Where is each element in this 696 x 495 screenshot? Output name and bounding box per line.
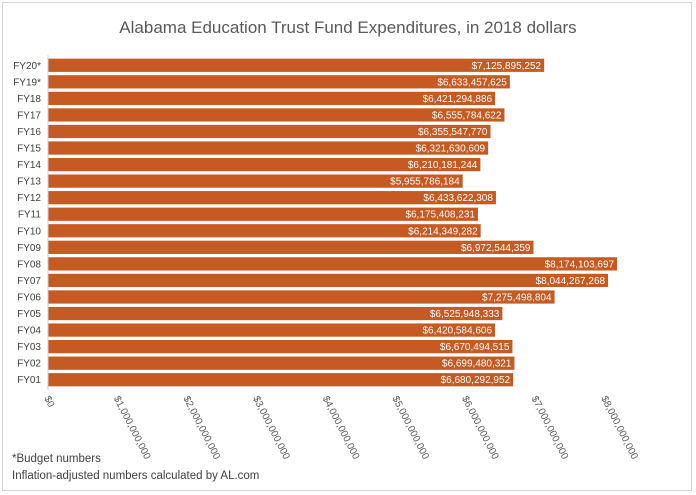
bar-fy04 [48,323,496,337]
category-labels: FY20* FY19* FY18 FY17 FY16 FY15 FY14 FY13 FY12 FY… [13,61,41,386]
bar-fy06 [48,290,555,304]
category-label: FY17 [17,110,41,121]
category-label: FY08 [17,259,41,270]
category-label: FY02 [17,359,41,370]
category-label: FY14 [17,160,41,171]
chart-title: Alabama Education Trust Fund Expenditure… [119,18,577,37]
bar-fy10 [48,224,481,238]
category-label: FY06 [17,292,41,303]
value-label: $8,174,103,697 [545,259,615,270]
category-label: FY05 [17,309,41,320]
footnotes: *Budget numbers Inflation-adjusted numbe… [12,451,259,485]
bar-fy09 [48,240,534,254]
value-label: $6,633,457,625 [437,77,507,88]
x-tick-label: $7,000,000,000 [529,394,571,461]
value-label: $6,433,622,308 [423,193,493,204]
value-label: $6,670,494,515 [440,342,510,353]
bar-fy18 [48,91,496,105]
category-label: FY20* [13,61,41,72]
x-tick-label: $5,000,000,000 [389,394,431,461]
category-label: FY16 [17,127,41,138]
bar-fy02 [48,356,515,370]
x-tick-label: $4,000,000,000 [320,394,362,461]
bar-fy13 [48,174,463,188]
value-label: $8,044,267,268 [536,276,606,287]
category-label: FY15 [17,144,41,155]
category-label: FY10 [17,226,41,237]
value-label: $6,555,784,622 [432,110,502,121]
category-label: FY13 [17,177,41,188]
category-label: FY11 [18,210,42,221]
value-label: $6,175,408,231 [405,210,475,221]
category-label: FY07 [17,276,41,287]
bars-layer: $7,125,895,252 $6,633,457,625 $6,421,294,8… [48,58,618,387]
value-label: $6,321,630,609 [416,144,486,155]
bar-fy05 [48,306,503,321]
value-label: $6,210,181,244 [408,160,478,171]
value-label: $6,420,584,606 [423,326,493,337]
bar-fy16 [48,124,491,139]
category-label: FY18 [17,94,41,105]
bar-fy14 [48,157,481,172]
value-label: $6,355,547,770 [418,127,488,138]
bar-fy19 [48,75,510,89]
bar-fy15 [48,141,489,155]
bar-fy11 [48,207,478,221]
value-label: $6,214,349,282 [408,226,478,237]
bar-fy03 [48,340,513,354]
x-tick-label: $0 [41,394,56,409]
bar-fy12 [48,191,496,205]
value-label: $7,275,498,804 [482,292,552,303]
chart-frame [2,2,692,491]
value-label: $5,955,786,184 [390,177,460,188]
value-label: $6,972,544,359 [461,243,531,254]
category-label: FY04 [17,326,41,337]
budget-footnote: *Budget numbers [12,453,101,465]
category-label: FY12 [17,193,41,204]
value-label: $6,525,948,333 [430,309,500,320]
bar-fy07 [48,273,609,288]
bar-fy08 [48,257,618,271]
value-label: $6,680,292,952 [441,375,511,386]
value-label: $7,125,895,252 [472,61,542,72]
category-label: FY03 [17,342,41,353]
category-label: FY09 [17,243,41,254]
category-label: FY01 [17,375,41,386]
bar-fy01 [48,373,514,387]
x-tick-label: $6,000,000,000 [459,394,501,461]
value-label: $6,699,480,321 [442,359,512,370]
value-label: $6,421,294,886 [423,94,493,105]
source-footnote: Inflation-adjusted numbers calculated by… [12,470,260,482]
bar-fy20 [48,58,545,72]
bar-fy17 [48,108,505,122]
category-label: FY19* [13,77,41,88]
x-tick-label: $8,000,000,000 [598,394,640,461]
